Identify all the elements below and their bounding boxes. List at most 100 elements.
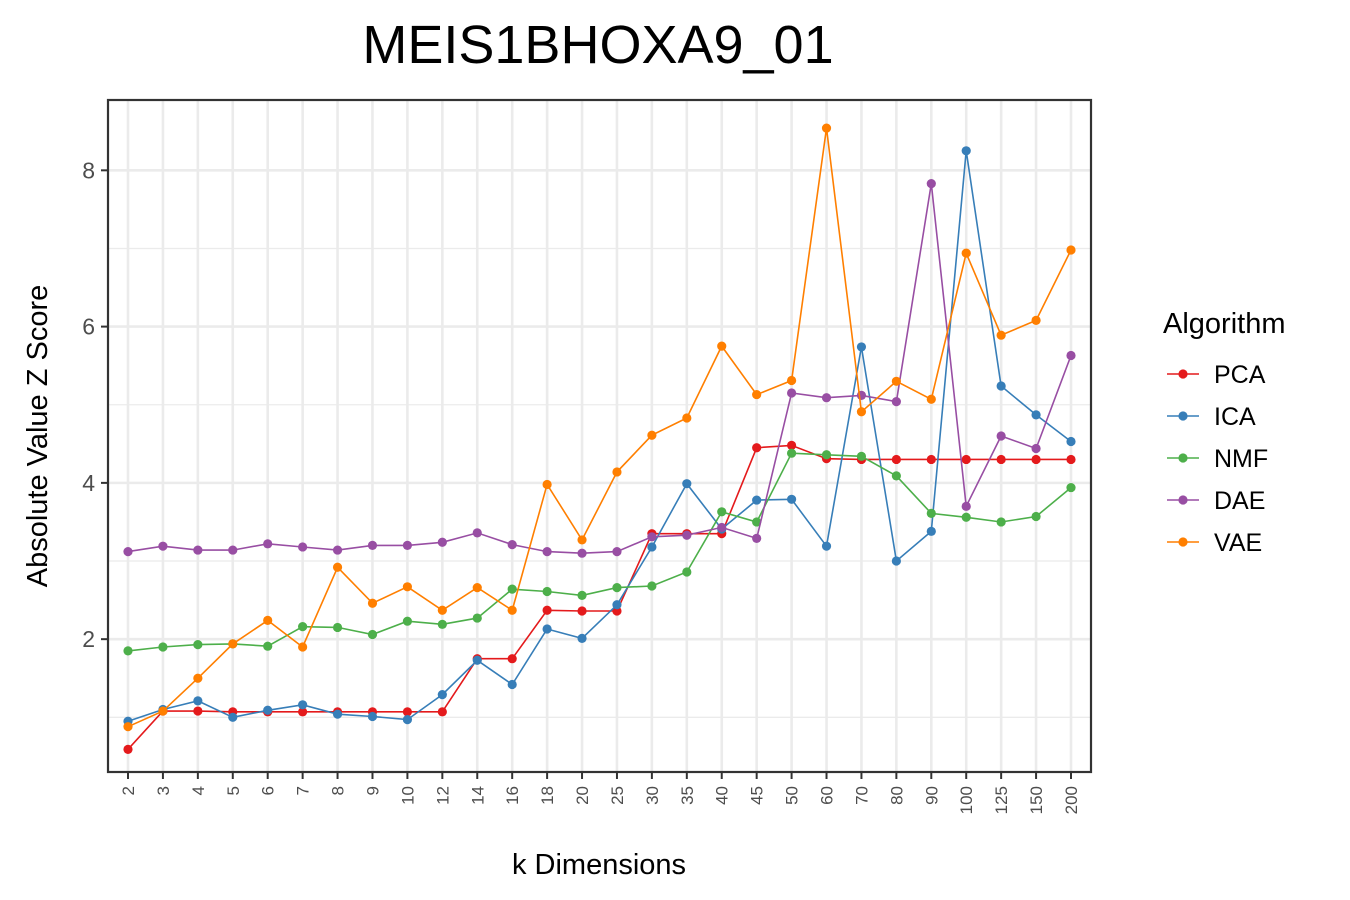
legend-key-point-vae — [1178, 537, 1188, 547]
data-point-dae — [367, 540, 378, 550]
data-point-ica — [647, 542, 657, 552]
data-point-dae — [891, 397, 901, 407]
legend-key-point-nmf — [1178, 453, 1188, 463]
x-tick-label: 4 — [189, 786, 208, 795]
data-point-ica — [961, 146, 971, 156]
data-point-ica — [891, 556, 901, 566]
data-point-nmf — [472, 613, 482, 623]
x-tick-label: 90 — [922, 786, 941, 805]
data-point-dae — [1066, 350, 1076, 361]
data-point-dae — [193, 545, 203, 555]
data-point-vae — [682, 413, 692, 423]
series-line-ica — [127, 150, 1072, 722]
data-point-dae — [786, 388, 797, 398]
x-tick-label: 35 — [678, 786, 697, 805]
data-point-vae — [717, 341, 727, 351]
data-point-nmf — [158, 642, 168, 652]
data-point-pca — [1066, 454, 1076, 465]
x-tick-label: 10 — [398, 786, 417, 805]
data-point-pca — [402, 707, 413, 717]
series-line-nmf — [127, 452, 1072, 652]
x-tick-label: 5 — [224, 786, 243, 795]
data-point-nmf — [123, 646, 133, 656]
data-point-ica — [402, 715, 413, 725]
data-point-pca — [996, 454, 1006, 465]
data-point-nmf — [821, 450, 832, 460]
data-point-dae — [752, 533, 762, 543]
y-axis-title: Absolute Value Z Score — [22, 285, 54, 588]
data-point-vae — [298, 642, 308, 652]
data-point-pca — [437, 707, 447, 717]
data-point-vae — [821, 123, 832, 133]
data-point-ica — [332, 709, 343, 719]
x-tick-label: 80 — [887, 786, 906, 805]
data-point-pca — [542, 605, 552, 615]
data-point-ica — [542, 624, 552, 634]
x-tick-label: 150 — [1027, 786, 1046, 814]
data-point-dae — [961, 501, 971, 511]
data-point-vae — [158, 706, 168, 716]
data-point-nmf — [507, 584, 517, 594]
data-point-pca — [123, 744, 133, 754]
data-point-ica — [786, 494, 797, 504]
x-tick-label: 60 — [818, 786, 837, 805]
data-point-vae — [612, 467, 622, 477]
data-point-nmf — [298, 622, 308, 632]
legend-label-vae: VAE — [1214, 529, 1262, 557]
x-tick-label: 70 — [852, 786, 871, 805]
data-point-ica — [263, 705, 273, 715]
data-point-dae — [298, 542, 308, 552]
data-point-nmf — [193, 640, 203, 650]
data-point-vae — [786, 375, 797, 386]
legend-key-point-ica — [1178, 411, 1188, 421]
data-point-ica — [1066, 436, 1076, 447]
data-point-dae — [542, 547, 552, 557]
data-point-ica — [1031, 410, 1041, 420]
data-point-ica — [472, 655, 482, 665]
data-point-ica — [752, 495, 762, 505]
data-point-vae — [437, 605, 447, 615]
data-point-dae — [123, 547, 133, 557]
data-point-vae — [507, 605, 517, 615]
data-point-nmf — [332, 622, 343, 633]
x-tick-label: 100 — [957, 786, 976, 814]
data-point-pca — [1031, 454, 1041, 465]
data-point-dae — [158, 541, 168, 551]
data-point-nmf — [402, 616, 413, 626]
data-point-nmf — [1066, 482, 1076, 493]
data-point-pca — [298, 707, 308, 717]
x-tick-label: 40 — [713, 786, 732, 805]
data-point-nmf — [891, 471, 901, 481]
data-point-nmf — [682, 567, 692, 577]
data-point-nmf — [647, 581, 657, 591]
x-tick-label: 16 — [503, 786, 522, 805]
data-point-dae — [472, 528, 482, 538]
data-point-ica — [996, 381, 1006, 391]
data-point-pca — [961, 454, 971, 465]
chart-title: MEIS1BHOXA9_01 — [362, 15, 833, 75]
data-point-dae — [612, 547, 622, 557]
plot-panel-border — [106, 98, 1093, 774]
data-point-pca — [786, 440, 797, 450]
data-point-vae — [402, 582, 413, 592]
data-point-dae — [647, 532, 657, 542]
data-point-nmf — [856, 451, 867, 461]
data-point-nmf — [961, 512, 971, 522]
x-tick-label: 125 — [992, 786, 1011, 814]
data-point-dae — [717, 522, 727, 533]
data-point-vae — [1031, 315, 1041, 325]
data-point-vae — [961, 248, 971, 258]
x-tick-label: 2 — [119, 786, 138, 795]
data-point-nmf — [752, 517, 762, 527]
x-tick-label: 20 — [573, 786, 592, 805]
x-tick-label: 8 — [329, 786, 348, 795]
data-point-vae — [193, 673, 203, 683]
data-point-ica — [298, 700, 308, 710]
x-tick-label: 7 — [294, 786, 313, 795]
data-point-nmf — [367, 629, 378, 640]
data-point-vae — [263, 615, 273, 626]
series-line-dae — [127, 183, 1072, 555]
legend-title: Algorithm — [1163, 308, 1286, 340]
legend-key-point-dae — [1178, 495, 1188, 505]
